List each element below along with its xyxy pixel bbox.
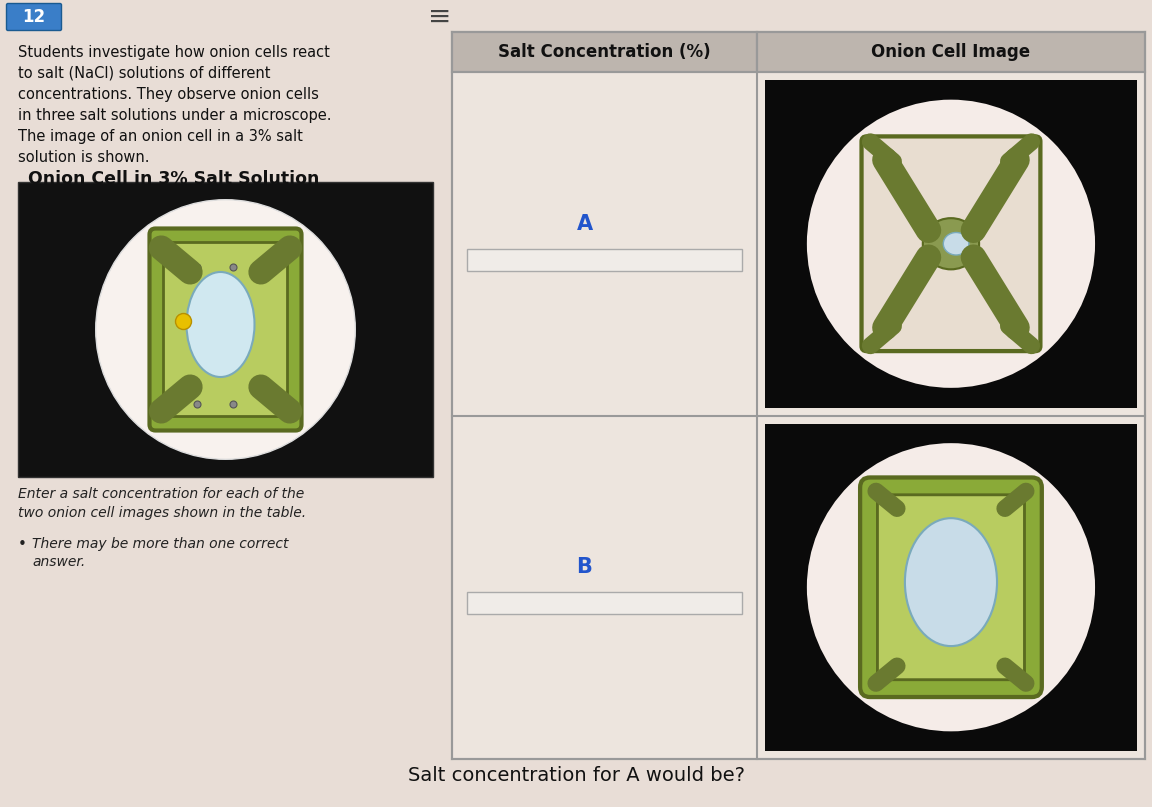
Bar xyxy=(0,0,1152,32)
Text: B: B xyxy=(576,558,592,577)
Text: Onion Cell Image: Onion Cell Image xyxy=(871,43,1031,61)
Text: The image of an onion cell in a 3% salt: The image of an onion cell in a 3% salt xyxy=(18,129,303,144)
FancyBboxPatch shape xyxy=(862,136,1040,351)
Bar xyxy=(467,592,742,614)
Text: solution is shown.: solution is shown. xyxy=(18,150,150,165)
Ellipse shape xyxy=(943,232,969,255)
Text: •: • xyxy=(18,537,26,552)
Text: ≡: ≡ xyxy=(429,3,452,31)
Bar xyxy=(452,32,1145,759)
Text: Salt concentration for A would be?: Salt concentration for A would be? xyxy=(408,766,744,785)
Text: 12: 12 xyxy=(22,8,46,26)
Ellipse shape xyxy=(187,272,255,377)
Circle shape xyxy=(806,99,1096,388)
Bar xyxy=(765,424,1137,751)
Circle shape xyxy=(96,199,355,459)
Text: A: A xyxy=(576,214,592,234)
Text: two onion cell images shown in the table.: two onion cell images shown in the table… xyxy=(18,506,306,520)
Text: Salt Concentration (%): Salt Concentration (%) xyxy=(498,43,711,61)
Circle shape xyxy=(230,401,237,408)
Bar xyxy=(18,182,433,477)
FancyBboxPatch shape xyxy=(878,495,1024,679)
FancyBboxPatch shape xyxy=(150,228,302,430)
Bar xyxy=(452,32,757,72)
Circle shape xyxy=(230,264,237,271)
Text: answer.: answer. xyxy=(32,555,85,569)
Circle shape xyxy=(175,313,191,329)
Text: to salt (NaCl) solutions of different: to salt (NaCl) solutions of different xyxy=(18,66,271,81)
Circle shape xyxy=(194,264,200,271)
Bar xyxy=(765,80,1137,408)
Circle shape xyxy=(194,401,200,408)
FancyBboxPatch shape xyxy=(164,242,288,416)
Text: Students investigate how onion cells react: Students investigate how onion cells rea… xyxy=(18,45,329,60)
FancyBboxPatch shape xyxy=(861,478,1041,697)
Text: Enter a salt concentration for each of the: Enter a salt concentration for each of t… xyxy=(18,487,304,501)
Circle shape xyxy=(806,443,1096,731)
Bar xyxy=(467,249,742,271)
FancyBboxPatch shape xyxy=(7,3,61,31)
Text: concentrations. They observe onion cells: concentrations. They observe onion cells xyxy=(18,87,319,102)
Text: There may be more than one correct: There may be more than one correct xyxy=(32,537,288,551)
Bar xyxy=(757,32,1145,72)
Text: in three salt solutions under a microscope.: in three salt solutions under a microsco… xyxy=(18,108,332,123)
Ellipse shape xyxy=(923,218,979,270)
Ellipse shape xyxy=(905,518,996,646)
Text: Onion Cell in 3% Salt Solution: Onion Cell in 3% Salt Solution xyxy=(28,170,319,188)
